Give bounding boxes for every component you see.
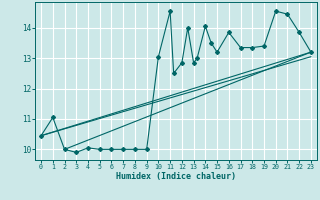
X-axis label: Humidex (Indice chaleur): Humidex (Indice chaleur) (116, 172, 236, 181)
